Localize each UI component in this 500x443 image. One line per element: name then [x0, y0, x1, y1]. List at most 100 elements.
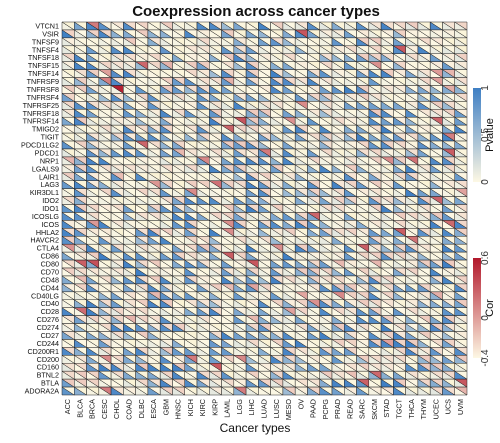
- cor-triangle: [453, 156, 468, 166]
- heatmap-cell: [404, 370, 419, 380]
- y-tick-label: PDCD1LG2: [21, 141, 59, 150]
- heatmap-cell: [208, 315, 223, 325]
- heatmap-cell: [417, 29, 432, 39]
- heatmap-cell: [331, 275, 346, 285]
- heatmap-cell: [441, 235, 456, 245]
- heatmap-cell: [257, 307, 272, 317]
- heatmap-cell: [294, 283, 309, 293]
- heatmap-cell: [73, 69, 88, 79]
- heatmap-cell: [159, 235, 174, 245]
- heatmap-cell: [122, 275, 137, 285]
- heatmap-cell: [355, 275, 370, 285]
- heatmap-cell: [417, 346, 432, 356]
- heatmap-cell: [208, 108, 223, 118]
- heatmap-cell: [294, 386, 309, 396]
- heatmap-cell: [429, 307, 444, 317]
- heatmap-cell: [441, 259, 456, 269]
- heatmap-cell: [380, 323, 395, 332]
- heatmap-cell: [380, 124, 395, 134]
- heatmap-cell: [85, 116, 100, 126]
- heatmap-cell: [404, 283, 419, 293]
- heatmap-cell: [417, 132, 432, 142]
- heatmap-cell: [196, 267, 211, 277]
- heatmap-cell: [331, 77, 346, 86]
- heatmap-cell: [282, 45, 297, 55]
- heatmap-cell: [306, 85, 321, 94]
- heatmap-cell: [441, 323, 456, 332]
- heatmap-cell: [380, 219, 395, 229]
- heatmap-cell: [355, 140, 370, 150]
- heatmap-cell: [196, 243, 211, 253]
- heatmap-cell: [404, 227, 419, 237]
- y-tick-label: LAG3: [41, 180, 59, 189]
- heatmap-cell: [220, 172, 235, 182]
- heatmap-cell: [147, 132, 162, 142]
- heatmap-cell: [367, 156, 382, 166]
- heatmap-cell: [122, 85, 137, 94]
- heatmap-cell: [208, 299, 223, 309]
- heatmap-cell: [441, 164, 456, 174]
- heatmap-cell: [147, 354, 162, 364]
- heatmap-cell: [134, 37, 149, 47]
- heatmap-cell: [282, 346, 297, 356]
- heatmap-cell: [183, 172, 198, 182]
- heatmap-cell: [294, 85, 309, 94]
- heatmap-cell: [318, 156, 333, 166]
- heatmap-cell: [282, 69, 297, 79]
- heatmap-cell: [159, 346, 174, 356]
- heatmap-cell: [257, 132, 272, 142]
- heatmap-cell: [245, 53, 260, 63]
- heatmap-cell: [343, 378, 358, 388]
- heatmap-cell: [282, 212, 297, 221]
- heatmap-cell: [61, 188, 76, 198]
- heatmap-cell: [331, 116, 346, 126]
- heatmap-cell: [367, 212, 382, 221]
- heatmap-cell: [331, 21, 346, 31]
- heatmap-cell: [380, 267, 395, 277]
- heatmap-cell: [134, 148, 149, 158]
- heatmap-cell: [122, 180, 137, 190]
- heatmap-cell: [417, 196, 432, 205]
- heatmap-cell: [318, 338, 333, 348]
- heatmap-cell: [343, 156, 358, 166]
- heatmap-cell: [73, 61, 88, 71]
- y-tick-label: CD160: [37, 363, 59, 372]
- heatmap-cell: [417, 315, 432, 325]
- heatmap-cell: [269, 307, 284, 317]
- heatmap-cell: [183, 354, 198, 364]
- heatmap-cell: [73, 354, 88, 364]
- heatmap-cell: [208, 323, 223, 332]
- heatmap-cell: [245, 37, 260, 47]
- heatmap-cell: [85, 283, 100, 293]
- cor-triangle: [453, 339, 468, 348]
- heatmap-cell: [220, 148, 235, 158]
- heatmap-cell: [134, 323, 149, 332]
- heatmap-cell: [282, 164, 297, 174]
- heatmap-cell: [85, 108, 100, 118]
- heatmap-cell: [171, 378, 186, 388]
- heatmap-cell: [183, 323, 198, 332]
- heatmap-cell: [196, 219, 211, 229]
- cor-triangle: [453, 132, 468, 142]
- heatmap-cell: [232, 132, 247, 142]
- heatmap-cell: [453, 251, 468, 261]
- heatmap-cell: [282, 124, 297, 134]
- heatmap-cell: [269, 299, 284, 309]
- heatmap-cell: [294, 172, 309, 182]
- heatmap-cell: [147, 37, 162, 47]
- heatmap-cell: [417, 180, 432, 190]
- heatmap-cell: [171, 180, 186, 190]
- heatmap-cell: [404, 346, 419, 356]
- heatmap-cell: [429, 21, 444, 31]
- heatmap-cell: [257, 21, 272, 31]
- heatmap-cell: [306, 69, 321, 79]
- heatmap-cell: [343, 354, 358, 364]
- heatmap-cell: [417, 370, 432, 380]
- heatmap-cell: [417, 219, 432, 229]
- heatmap-cell: [318, 53, 333, 63]
- heatmap-cell: [331, 156, 346, 166]
- heatmap-cell: [404, 21, 419, 31]
- heatmap-cell: [404, 243, 419, 253]
- heatmap-cell: [61, 77, 76, 86]
- heatmap-cell: [73, 108, 88, 118]
